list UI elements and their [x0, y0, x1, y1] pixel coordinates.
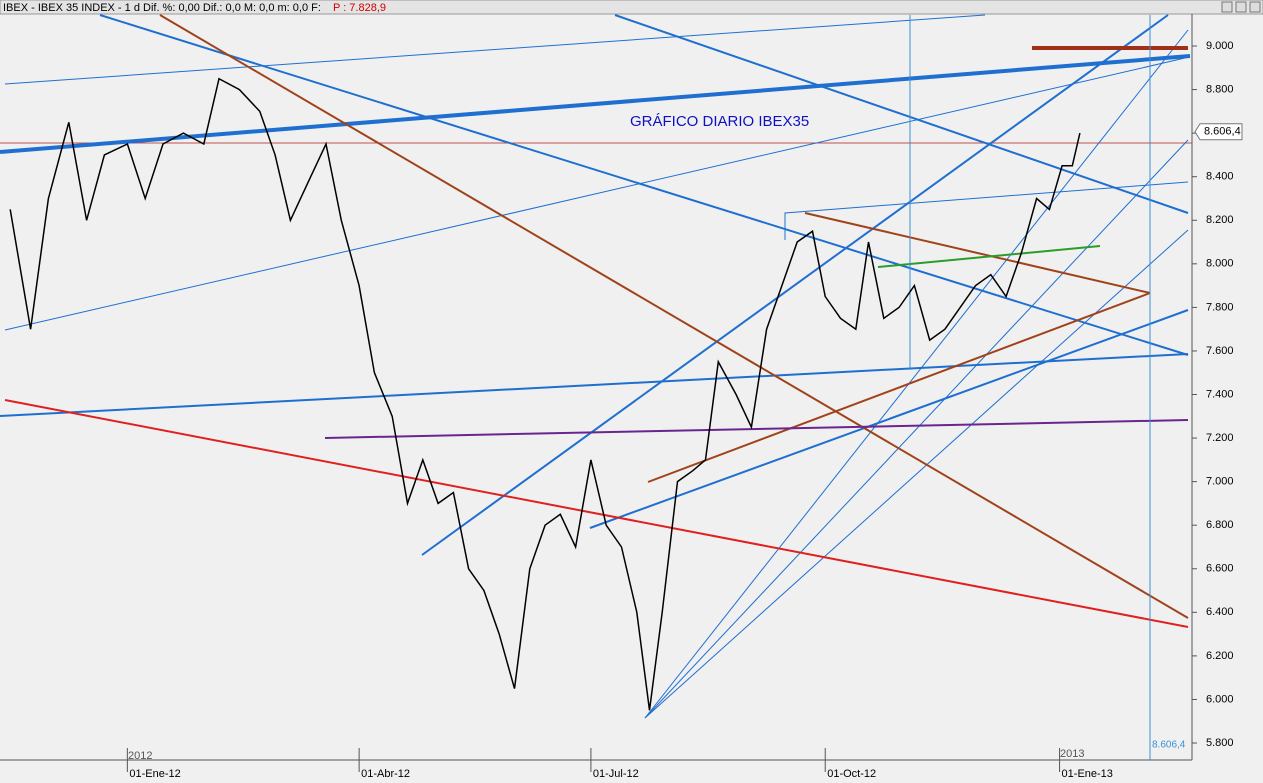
- trendline: [0, 353, 1189, 417]
- y-tick-label: 7.800: [1206, 301, 1234, 313]
- year-label: 2012: [128, 750, 152, 762]
- y-tick-label: 7.000: [1206, 476, 1234, 488]
- trendline: [421, 14, 1169, 556]
- y-tick-label: 8.000: [1206, 258, 1234, 270]
- header-price: P : 7.828,9: [333, 2, 386, 14]
- y-tick-label: 7.200: [1206, 432, 1234, 444]
- trendline: [647, 292, 1151, 483]
- price-line: [9, 77, 1081, 711]
- y-tick-label: 6.800: [1206, 519, 1234, 531]
- y-tick-label: 5.800: [1206, 737, 1234, 749]
- cursor-price: 8.606,4: [1152, 740, 1186, 751]
- trendline: [99, 14, 1189, 356]
- minimize-button[interactable]: [1221, 1, 1233, 13]
- trendline: [804, 212, 1151, 294]
- y-tick-label: 8.800: [1206, 83, 1234, 95]
- trendline: [0, 54, 1191, 154]
- y-tick-label: 6.200: [1206, 650, 1234, 662]
- y-tick-label: 8.200: [1206, 214, 1234, 226]
- y-tick-label: 6.000: [1206, 693, 1234, 705]
- trendline: [644, 139, 1189, 719]
- trendline: [614, 14, 1189, 214]
- header-bar: [0, 0, 1263, 15]
- trendline: [644, 29, 1189, 719]
- last-price-label: 8.606,4: [1204, 126, 1241, 138]
- x-tick-label: 01-Ene-12: [129, 768, 180, 780]
- trendline: [159, 14, 1189, 619]
- chart-title: GRÁFICO DIARIO IBEX35: [630, 113, 809, 130]
- x-tick-label: 01-Ene-13: [1062, 768, 1113, 780]
- x-tick-label: 01-Jul-12: [593, 768, 639, 780]
- x-tick-label: 01-Oct-12: [827, 768, 876, 780]
- close-button[interactable]: [1249, 1, 1261, 13]
- trendline: [877, 245, 1101, 268]
- trendline: [4, 399, 1189, 628]
- header: IBEX - IBEX 35 INDEX - 1 d Dif. %: 0,00 …: [3, 2, 321, 14]
- trendline: [589, 309, 1189, 529]
- x-tick-label: 01-Abr-12: [361, 768, 410, 780]
- trendline: [324, 419, 1189, 439]
- trendline: [4, 57, 1186, 331]
- maximize-button[interactable]: [1235, 1, 1247, 13]
- trendline: [644, 229, 1189, 719]
- trendlines: [0, 14, 1192, 760]
- year-label: 2013: [1060, 748, 1084, 760]
- y-tick-label: 7.400: [1206, 388, 1234, 400]
- trendline: [4, 14, 986, 85]
- y-tick-label: 6.600: [1206, 563, 1234, 575]
- last-price-marker: [1194, 123, 1243, 141]
- y-tick-label: 8.400: [1206, 171, 1234, 183]
- y-tick-label: 6.400: [1206, 606, 1234, 618]
- y-tick-label: 7.600: [1206, 345, 1234, 357]
- y-tick-label: 9.000: [1206, 40, 1234, 52]
